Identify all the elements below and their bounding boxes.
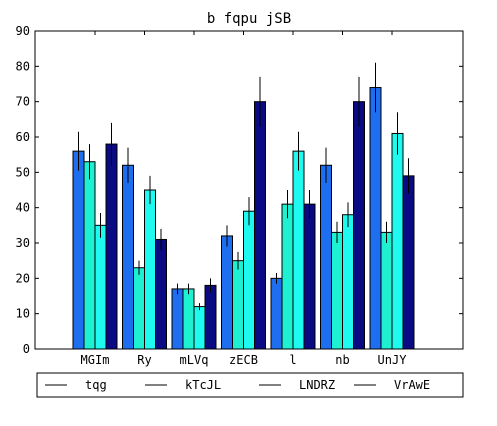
x-tick-label: zECB	[229, 353, 258, 367]
x-tick-label: mLVq	[180, 353, 209, 367]
bar-tqg-nb	[320, 164, 332, 350]
bar-kTcJL-UnJY	[380, 231, 393, 350]
bar-tqg-UnJY	[369, 87, 382, 350]
legend-box	[36, 372, 464, 398]
y-tick-label: 30	[16, 236, 30, 250]
bar-LNDRZ-Ry	[144, 189, 156, 350]
y-tick-label: 70	[16, 95, 30, 109]
x-tick-label: l	[289, 353, 296, 367]
bar-kTcJL-zECB	[232, 260, 244, 350]
y-tick-label: 20	[16, 271, 30, 285]
chart-title: b fqpu jSB	[207, 11, 291, 27]
bar-VrAwE-nb	[353, 101, 365, 350]
y-tick-label: 40	[16, 201, 30, 215]
bar-tqg-l	[270, 277, 283, 350]
bar-tqg-zECB	[221, 235, 233, 350]
y-tick-label: 80	[16, 59, 30, 73]
bar-tqg-MGIm	[72, 150, 85, 350]
y-tick-label: 0	[23, 342, 30, 356]
legend-label-tqg: tqg	[85, 378, 107, 392]
bar-kTcJL-mLVq	[182, 288, 195, 350]
y-tick-label: 90	[16, 24, 30, 38]
bar-kTcJL-l	[281, 203, 294, 350]
x-tick-label: Ry	[137, 353, 151, 367]
bar-kTcJL-nb	[331, 231, 343, 350]
x-tick-label: MGIm	[81, 353, 110, 367]
bar-LNDRZ-UnJY	[391, 132, 404, 350]
y-tick-label: 10	[16, 307, 30, 321]
bar-kTcJL-Ry	[133, 267, 145, 350]
bar-VrAwE-UnJY	[402, 175, 415, 350]
bar-LNDRZ-nb	[342, 214, 354, 350]
bar-LNDRZ-mLVq	[193, 306, 206, 350]
bar-LNDRZ-MGIm	[94, 224, 107, 350]
x-tick-label: nb	[335, 353, 349, 367]
bar-VrAwE-zECB	[254, 101, 266, 350]
y-tick-label: 50	[16, 165, 30, 179]
legend: tqg kTcJL LNDRZ VrAwE	[36, 372, 464, 398]
bar-VrAwE-MGIm	[105, 143, 118, 350]
bar-kTcJL-MGIm	[83, 161, 96, 350]
legend-label-LNDRZ: LNDRZ	[299, 378, 335, 392]
bar-VrAwE-Ry	[155, 238, 167, 350]
plot-area: 0 10 20 30 40 50 60 70 80 90 MGIm Ry mLVq zECB l nb UnJY	[16, 24, 464, 367]
bar-VrAwE-mLVq	[204, 284, 217, 350]
bar-tqg-Ry	[122, 164, 134, 350]
y-tick-label: 60	[16, 130, 30, 144]
legend-label-kTcJL: kTcJL	[185, 378, 221, 392]
bar-tqg-mLVq	[171, 288, 184, 350]
bar-LNDRZ-zECB	[243, 210, 255, 350]
bar-LNDRZ-l	[292, 150, 305, 350]
legend-label-VrAwE: VrAwE	[394, 378, 430, 392]
x-tick-label: UnJY	[378, 353, 408, 367]
bar-VrAwE-l	[303, 203, 316, 350]
